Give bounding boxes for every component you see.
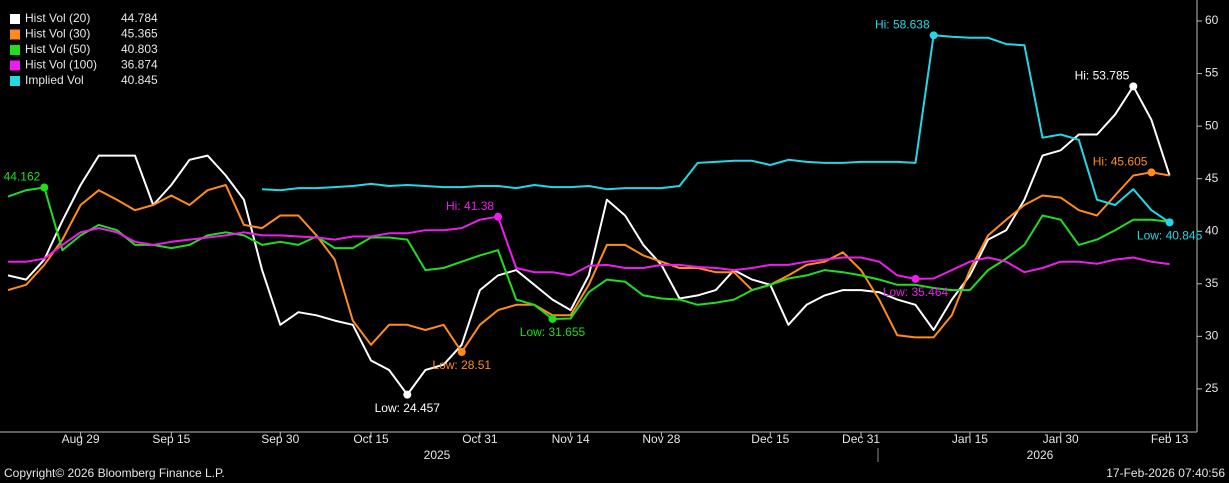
annotation-marker (911, 274, 920, 283)
legend-label: Hist Vol (30) (25, 27, 90, 41)
x-tick-label: Oct 31 (462, 432, 498, 446)
timestamp: 17-Feb-2026 07:40:56 (1106, 466, 1225, 480)
annotation-label: Hi: 58.638 (875, 18, 930, 32)
legend-value: 44.784 (121, 11, 158, 25)
annotation-marker (929, 31, 938, 40)
annotation-label: Low: 28.51 (432, 358, 491, 372)
legend-label: Implied Vol (25, 73, 84, 87)
series-line (7, 171, 1170, 353)
x-tick-label: Feb 13 (1151, 432, 1189, 446)
legend-swatch (10, 60, 20, 71)
annotation-marker (40, 183, 49, 192)
annotation-label: Low: 35.464 (883, 285, 949, 299)
x-tick-label: Jan 30 (1043, 432, 1079, 446)
legend-box (0, 6, 166, 94)
legend-swatch (10, 76, 20, 86)
series-line (8, 215, 1170, 280)
annotation-label: Low: 24.457 (375, 401, 441, 415)
x-tick-label: Nov 28 (642, 432, 680, 446)
legend-swatch (10, 29, 20, 40)
copyright: Copyright© 2026 Bloomberg Finance L.P. (4, 466, 225, 480)
annotation-marker (548, 314, 557, 323)
y-tick-label: 50 (1205, 118, 1219, 132)
x-tick-label: Jan 15 (952, 432, 988, 446)
legend-label: Hist Vol (50) (25, 42, 90, 56)
annotation-marker (1165, 218, 1174, 227)
annotation-label: Hi: 53.785 (1075, 69, 1130, 83)
annotation-marker (494, 212, 503, 221)
y-tick-label: 45 (1205, 171, 1219, 185)
annotation-label: Low: 31.655 (520, 325, 586, 339)
y-tick-label: 35 (1205, 276, 1219, 290)
series-line (262, 34, 1171, 224)
annotation-label: Hi: 41.38 (446, 199, 494, 213)
annotation-marker (457, 348, 466, 357)
x-tick-label: Nov 14 (552, 432, 590, 446)
legend-value: 40.845 (121, 73, 158, 87)
x-tick-label: Sep 30 (261, 432, 299, 446)
series-line (7, 85, 1171, 396)
year-label: 2026 (1027, 448, 1054, 462)
annotation-marker (403, 390, 412, 399)
legend-swatch (10, 45, 20, 55)
x-tick-label: Dec 31 (842, 432, 880, 446)
legend-value: 36.874 (121, 58, 158, 72)
y-tick-label: 30 (1205, 329, 1219, 343)
x-tick-label: Oct 15 (353, 432, 389, 446)
annotation-label: Hi: 45.605 (1093, 154, 1148, 168)
x-tick-label: Sep 15 (152, 432, 190, 446)
y-tick-label: 60 (1205, 13, 1219, 27)
year-label: 2025 (424, 448, 451, 462)
annotation-marker (1147, 168, 1156, 177)
annotation-marker (1129, 82, 1138, 91)
annotation-label: Low: 40.845 (1137, 229, 1203, 243)
annotation-label: Hi: 44.162 (0, 170, 41, 184)
y-tick-label: 55 (1205, 66, 1219, 80)
legend-label: Hist Vol (100) (25, 58, 97, 72)
legend-label: Hist Vol (20) (25, 11, 90, 25)
x-tick-label: Aug 29 (62, 432, 100, 446)
legend-value: 40.803 (121, 42, 158, 56)
legend-value: 45.365 (121, 27, 158, 41)
y-tick-label: 40 (1205, 223, 1219, 237)
y-tick-label: 25 (1205, 381, 1219, 395)
legend-swatch (10, 14, 20, 24)
x-tick-label: Dec 15 (751, 432, 789, 446)
